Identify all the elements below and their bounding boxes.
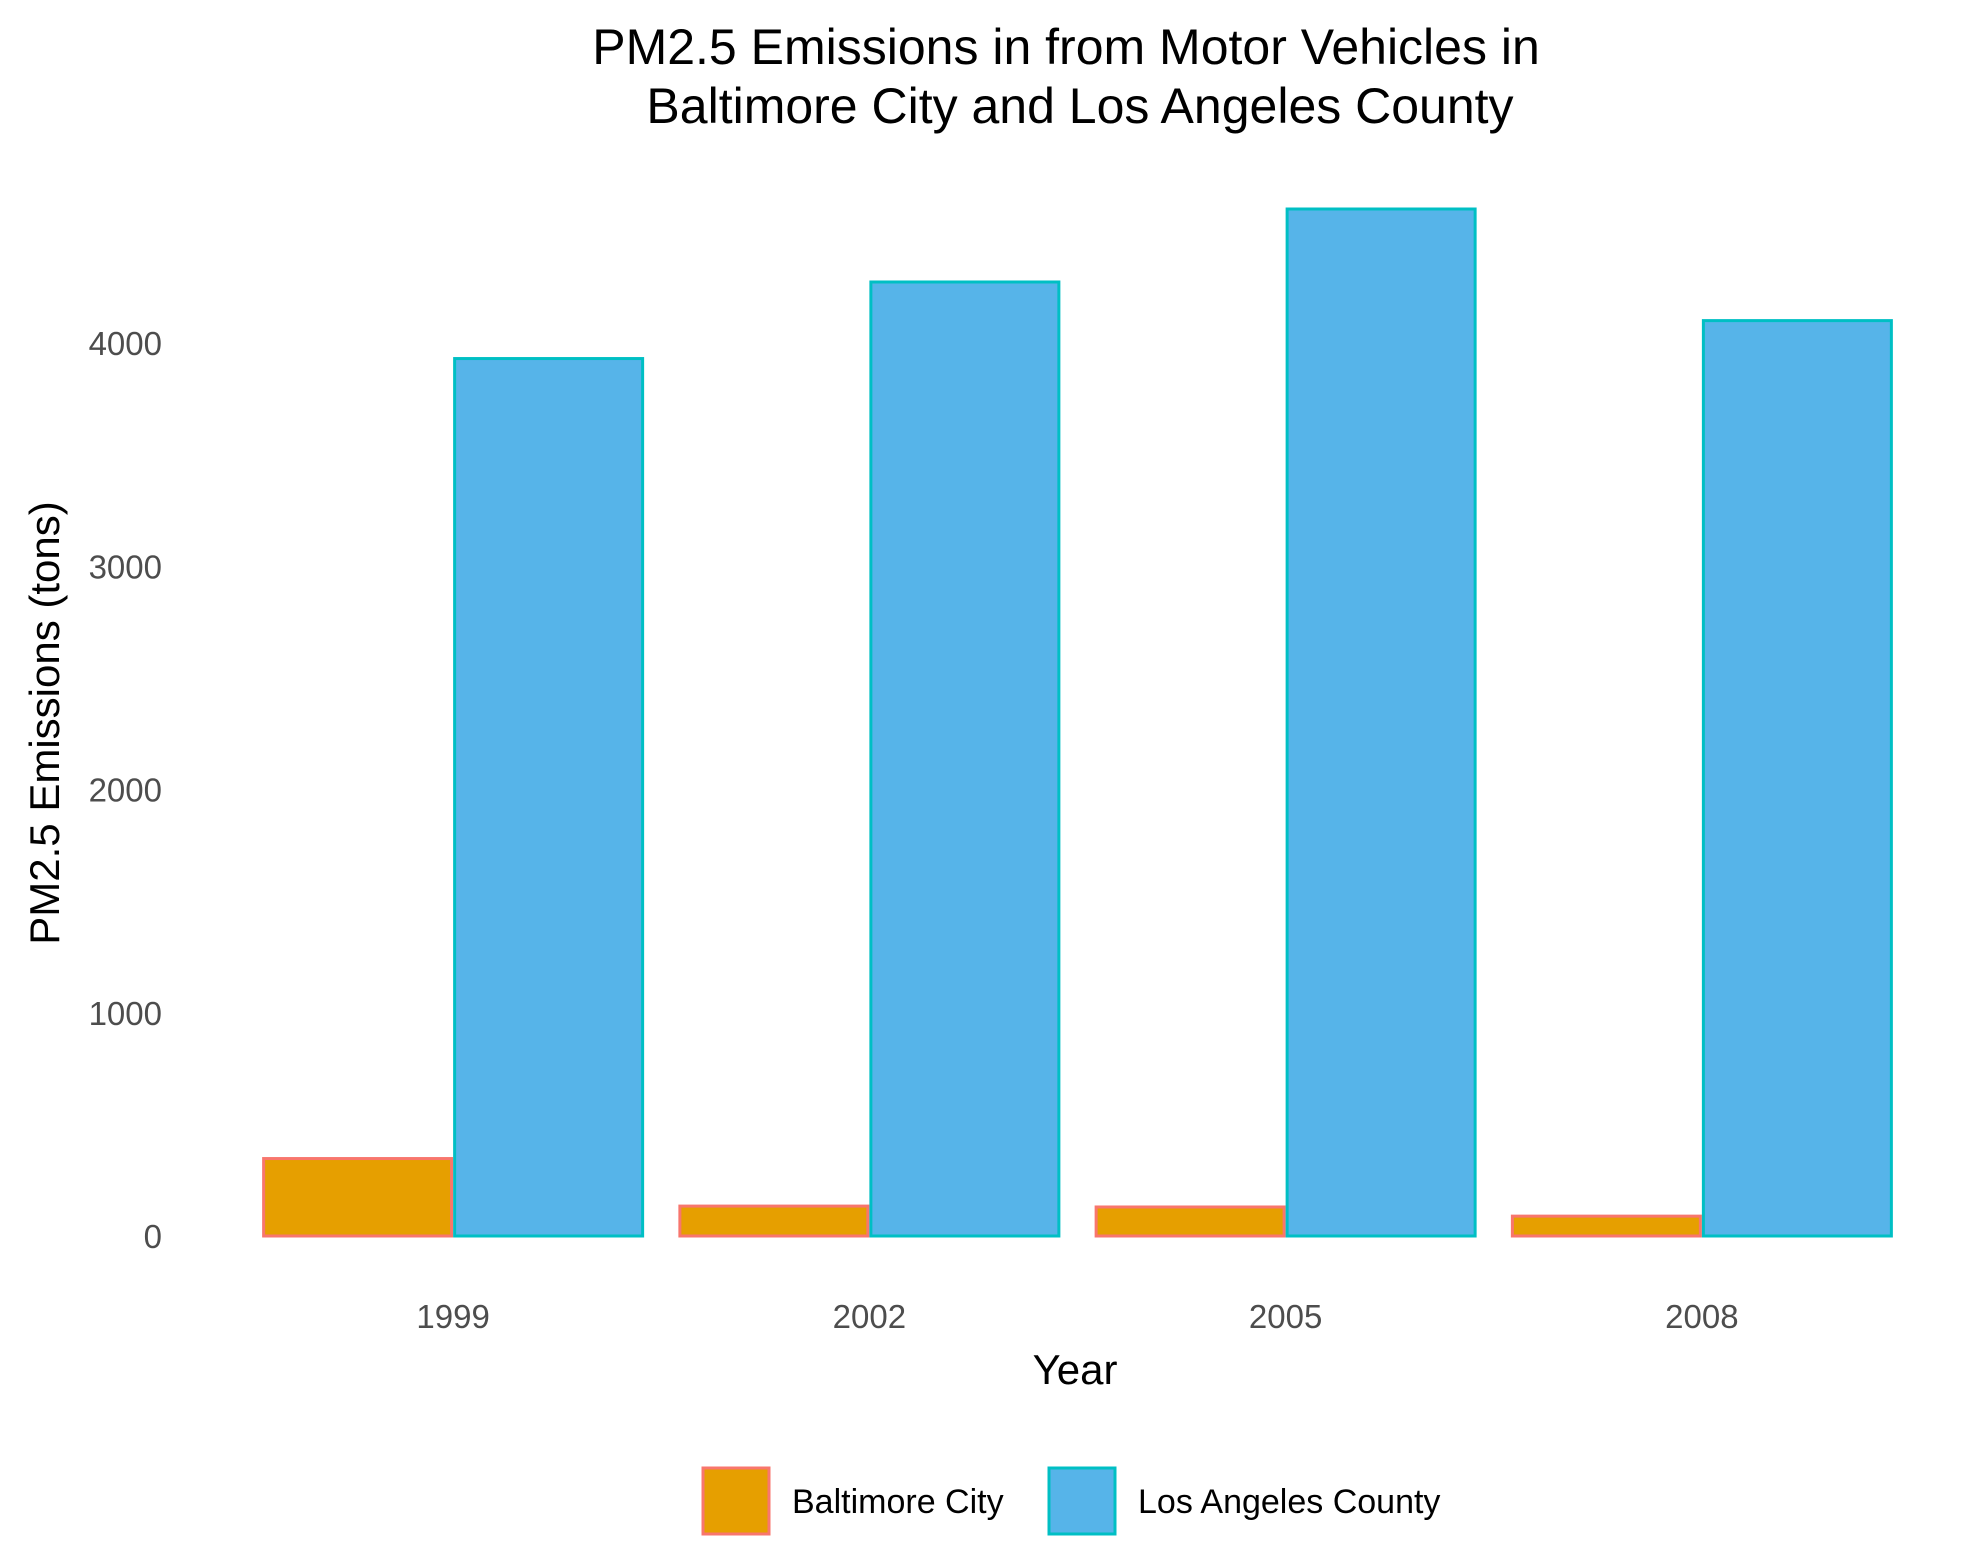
bar-los-angeles-county-1999 bbox=[453, 357, 645, 1238]
y-axis-title: PM2.5 Emissions (tons) bbox=[21, 501, 68, 944]
legend-key-baltimore-city bbox=[701, 1466, 771, 1536]
bar-los-angeles-county-2005 bbox=[1285, 207, 1477, 1238]
y-tick-label-1000: 1000 bbox=[89, 995, 162, 1032]
bar-baltimore-city-2008 bbox=[1510, 1214, 1702, 1238]
legend-label-baltimore-city: Baltimore City bbox=[792, 1483, 1004, 1521]
x-tick-label-2002: 2002 bbox=[833, 1298, 906, 1335]
chart-title: PM2.5 Emissions in from Motor Vehicles i… bbox=[592, 19, 1540, 134]
bar-los-angeles-county-2002 bbox=[869, 280, 1061, 1238]
y-axis: 0 1000 2000 3000 4000 bbox=[89, 325, 162, 1255]
bar-baltimore-city-2002 bbox=[678, 1204, 870, 1238]
legend: Baltimore City Los Angeles County bbox=[701, 1466, 1440, 1536]
x-tick-label-2005: 2005 bbox=[1249, 1298, 1322, 1335]
x-tick-label-2008: 2008 bbox=[1665, 1298, 1738, 1335]
y-tick-label-2000: 2000 bbox=[89, 772, 162, 809]
plot-area bbox=[262, 207, 1893, 1238]
y-tick-label-0: 0 bbox=[144, 1218, 162, 1255]
legend-key-los-angeles-county bbox=[1047, 1466, 1117, 1536]
bar-baltimore-city-2005 bbox=[1094, 1205, 1286, 1238]
bar-baltimore-city-1999 bbox=[262, 1157, 454, 1238]
chart-title-line-2: Baltimore City and Los Angeles County bbox=[646, 78, 1513, 134]
x-tick-label-1999: 1999 bbox=[416, 1298, 489, 1335]
y-tick-label-4000: 4000 bbox=[89, 325, 162, 362]
chart-title-line-1: PM2.5 Emissions in from Motor Vehicles i… bbox=[592, 19, 1540, 75]
x-axis-title: Year bbox=[1033, 1346, 1118, 1393]
y-tick-label-3000: 3000 bbox=[89, 548, 162, 585]
bar-los-angeles-county-2008 bbox=[1701, 319, 1893, 1238]
legend-label-los-angeles-county: Los Angeles County bbox=[1138, 1483, 1440, 1521]
x-axis: 1999 2002 2005 2008 bbox=[416, 1298, 1738, 1335]
